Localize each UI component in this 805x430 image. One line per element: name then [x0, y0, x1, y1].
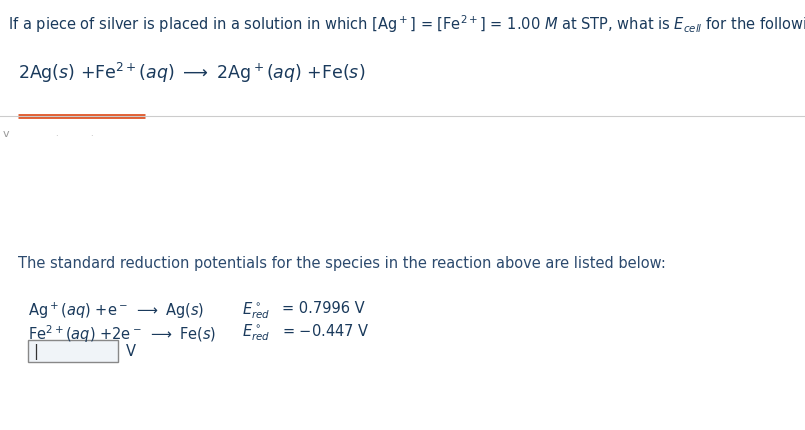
Text: v: v [3, 129, 10, 139]
Text: The standard reduction potentials for the species in the reaction above are list: The standard reduction potentials for th… [18, 255, 666, 270]
Text: V: V [126, 344, 136, 359]
Text: .: . [55, 129, 58, 138]
Text: .: . [90, 129, 93, 138]
Text: = 0.7996 V: = 0.7996 V [282, 300, 365, 315]
Text: Ag$^+$($\it{aq}$) +e$^-$ $\longrightarrow$ Ag($\it{s}$): Ag$^+$($\it{aq}$) +e$^-$ $\longrightarro… [28, 300, 204, 320]
Text: 2Ag($\it{s}$) +Fe$^{2+}$($\it{aq}$) $\longrightarrow$ 2Ag$^+$($\it{aq}$) +Fe($\i: 2Ag($\it{s}$) +Fe$^{2+}$($\it{aq}$) $\lo… [18, 61, 365, 85]
Text: |: | [33, 343, 38, 359]
Text: $E^\circ_{\mathit{red}}$: $E^\circ_{\mathit{red}}$ [242, 300, 270, 321]
Text: Fe$^{2+}$($\it{aq}$) +2e$^-$ $\longrightarrow$ Fe($\it{s}$): Fe$^{2+}$($\it{aq}$) +2e$^-$ $\longright… [28, 322, 217, 344]
FancyBboxPatch shape [28, 340, 118, 362]
Text: If a piece of silver is placed in a solution in which [Ag$^+$] = [Fe$^{2+}$] = 1: If a piece of silver is placed in a solu… [8, 13, 805, 35]
Text: $E^\circ_{\mathit{red}}$: $E^\circ_{\mathit{red}}$ [242, 322, 270, 343]
Text: = $-$0.447 V: = $-$0.447 V [282, 322, 369, 338]
